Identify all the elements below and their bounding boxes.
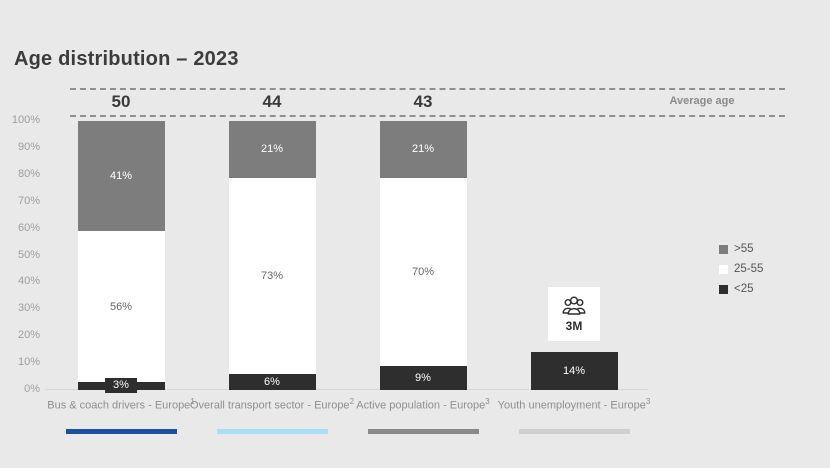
page-title: Age distribution – 2023 bbox=[14, 48, 239, 70]
chart-legend: >55 25-55 <25 bbox=[719, 243, 763, 303]
footnote-superscript: 3 bbox=[485, 397, 490, 406]
average-age-band-top-line bbox=[70, 88, 785, 90]
bar-segment: 9% bbox=[379, 365, 467, 390]
stacked-bar: 9% 70% 21% bbox=[379, 121, 467, 390]
category-label: Active population - Europe3 bbox=[356, 397, 490, 412]
y-axis-tick: 100% bbox=[11, 114, 40, 126]
y-axis-tick: 80% bbox=[17, 167, 40, 180]
average-age-band-bottom-line bbox=[70, 115, 785, 117]
legend-item-under-25: <25 bbox=[719, 283, 763, 295]
average-age-value: 50 bbox=[111, 92, 131, 111]
footnote-superscript: 3 bbox=[645, 397, 651, 406]
bar-segment: 6% bbox=[228, 373, 316, 390]
legend-swatch-25-55 bbox=[719, 264, 728, 274]
chart-column: 50 3% 56% 41% Bus & coach drivers - Europe1 bbox=[36, 0, 206, 468]
stacked-bar: 6% 73% 21% bbox=[228, 121, 316, 390]
stacked-bar: 3% 56% 41% bbox=[77, 121, 165, 394]
annotation-value: 3M bbox=[565, 319, 583, 334]
legend-label: >55 bbox=[734, 243, 754, 255]
people-icon bbox=[562, 296, 586, 316]
category-underline bbox=[367, 429, 479, 434]
y-axis-tick: 40% bbox=[17, 275, 40, 288]
bar-segment: 14% bbox=[530, 352, 618, 390]
y-axis-tick: 0% bbox=[24, 383, 40, 395]
footnote-superscript: 2 bbox=[349, 397, 355, 406]
legend-swatch-over-55 bbox=[719, 244, 728, 254]
bar-segment: 70% bbox=[379, 177, 467, 366]
segment-label-badge: 3% bbox=[105, 378, 137, 394]
category-underline bbox=[518, 429, 630, 434]
average-age-value: 43 bbox=[413, 92, 433, 111]
legend-label: 25-55 bbox=[734, 263, 764, 275]
category-label: Bus & coach drivers - Europe1 bbox=[47, 397, 195, 412]
category-label: Overall transport sector - Europe2 bbox=[189, 397, 355, 412]
chart-column: 44 6% 73% 21% Overall transport sector - Eur… bbox=[187, 0, 357, 468]
y-axis-tick: 30% bbox=[17, 302, 40, 315]
bar-segment: 73% bbox=[228, 177, 316, 374]
chart-column: 14% 3M Youth unemployment - Europe3 bbox=[489, 0, 659, 468]
stacked-bar: 14% bbox=[530, 121, 618, 390]
y-axis-tick: 50% bbox=[17, 248, 40, 261]
y-axis-tick: 60% bbox=[17, 221, 40, 234]
bar-segment: 21% bbox=[379, 121, 467, 178]
x-axis-baseline bbox=[45, 389, 648, 390]
category-underline bbox=[216, 429, 328, 434]
average-age-value: 44 bbox=[262, 92, 282, 111]
bar-segment: 56% bbox=[77, 231, 165, 382]
bar-segment: 21% bbox=[228, 121, 316, 178]
category-label: Youth unemployment - Europe3 bbox=[497, 397, 651, 412]
y-axis-tick: 90% bbox=[17, 140, 40, 153]
y-axis-tick: 70% bbox=[17, 194, 40, 207]
chart-column: 43 9% 70% 21% Active population - Europe3 bbox=[338, 0, 508, 468]
average-age-label: Average age bbox=[669, 95, 735, 107]
category-underline bbox=[65, 429, 177, 434]
bar-segment: 41% bbox=[77, 121, 165, 232]
y-axis-tick: 10% bbox=[17, 356, 40, 369]
legend-label: <25 bbox=[734, 283, 754, 295]
y-axis-tick: 20% bbox=[17, 329, 40, 342]
legend-item-25-55: 25-55 bbox=[719, 263, 763, 275]
legend-swatch-under-25 bbox=[719, 284, 728, 294]
annotation-card: 3M bbox=[548, 287, 600, 342]
legend-item-over-55: >55 bbox=[719, 243, 763, 255]
footnote-superscript: 1 bbox=[190, 397, 195, 406]
